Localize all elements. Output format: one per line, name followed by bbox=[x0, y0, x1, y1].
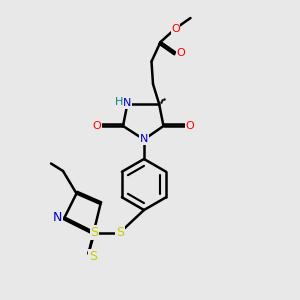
Text: S: S bbox=[91, 226, 98, 239]
Text: N: N bbox=[123, 98, 132, 109]
Text: O: O bbox=[185, 121, 194, 131]
Text: H: H bbox=[115, 97, 123, 107]
Text: O: O bbox=[171, 23, 180, 34]
Text: O: O bbox=[92, 121, 101, 131]
Text: S: S bbox=[89, 250, 97, 263]
Text: N: N bbox=[53, 211, 63, 224]
Text: N: N bbox=[140, 134, 148, 145]
Text: S: S bbox=[116, 226, 124, 239]
Text: O: O bbox=[176, 47, 185, 58]
